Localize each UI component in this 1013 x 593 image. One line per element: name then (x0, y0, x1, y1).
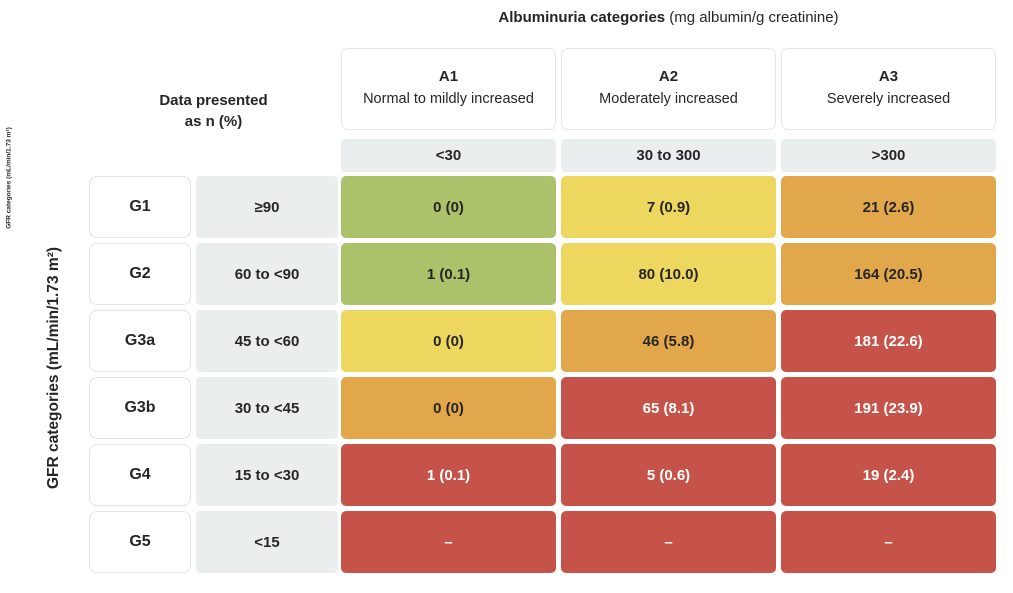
cell-g1-a1: 0 (0) (341, 176, 556, 238)
albuminuria-axis-title: Albuminuria categories (mg albumin/g cre… (341, 7, 996, 29)
cell-g5-a3: – (781, 511, 996, 573)
cell-g3b-a3: 191 (23.9) (781, 377, 996, 439)
cell-g2-a1: 1 (0.1) (341, 243, 556, 305)
column-id-a2: A2 (658, 68, 679, 86)
cell-g3b-a1: 0 (0) (341, 377, 556, 439)
column-desc-a3: Severely increased (826, 91, 951, 108)
column-header-a3: A3 Severely increased (781, 48, 996, 130)
column-id-a1: A1 (438, 68, 459, 86)
row-range-g3b: 30 to <45 (196, 377, 338, 439)
cell-g5-a1: – (341, 511, 556, 573)
column-desc-a1: Normal to mildly increased (363, 91, 534, 108)
row-label-g2: G2 (89, 243, 191, 305)
cell-g4-a2: 5 (0.6) (561, 444, 776, 506)
row-label-g1: G1 (89, 176, 191, 238)
column-desc-a2: Moderately increased (599, 91, 738, 108)
cell-g4-a1: 1 (0.1) (341, 444, 556, 506)
column-range-a2: 30 to 300 (561, 139, 776, 172)
cell-g1-a3: 21 (2.6) (781, 176, 996, 238)
column-header-a1: A1 Normal to mildly increased (341, 48, 556, 130)
row-label-g4: G4 (89, 444, 191, 506)
data-note: Data presented as n (%) (159, 92, 268, 130)
column-id-a3: A3 (878, 68, 899, 86)
cell-g3b-a2: 65 (8.1) (561, 377, 776, 439)
column-header-a2: A2 Moderately increased (561, 48, 776, 130)
row-range-g5: <15 (196, 511, 338, 573)
row-label-g5: G5 (89, 511, 191, 573)
albuminuria-axis-title-bold: Albuminuria categories (498, 9, 666, 26)
row-range-g4: 15 to <30 (196, 444, 338, 506)
row-range-g1: ≥90 (196, 176, 338, 238)
cell-g2-a2: 80 (10.0) (561, 243, 776, 305)
albuminuria-axis-title-units: (mg albumin/g creatinine) (665, 9, 839, 26)
column-range-a1: <30 (341, 139, 556, 172)
column-range-a3: >300 (781, 139, 996, 172)
row-label-g3b: G3b (89, 377, 191, 439)
gfr-axis-label-small: GFR categories (mL/min/1.73 m²) (5, 127, 13, 229)
cell-g5-a2: – (561, 511, 776, 573)
row-label-g3a: G3a (89, 310, 191, 372)
cell-g4-a3: 19 (2.4) (781, 444, 996, 506)
cell-g3a-a3: 181 (22.6) (781, 310, 996, 372)
cell-g1-a2: 7 (0.9) (561, 176, 776, 238)
cell-g3a-a1: 0 (0) (341, 310, 556, 372)
row-range-g3a: 45 to <60 (196, 310, 338, 372)
cell-g2-a3: 164 (20.5) (781, 243, 996, 305)
cell-g3a-a2: 46 (5.8) (561, 310, 776, 372)
row-range-g2: 60 to <90 (196, 243, 338, 305)
gfr-axis-label: GFR categories (mL/min/1.73 m²) (45, 246, 62, 490)
